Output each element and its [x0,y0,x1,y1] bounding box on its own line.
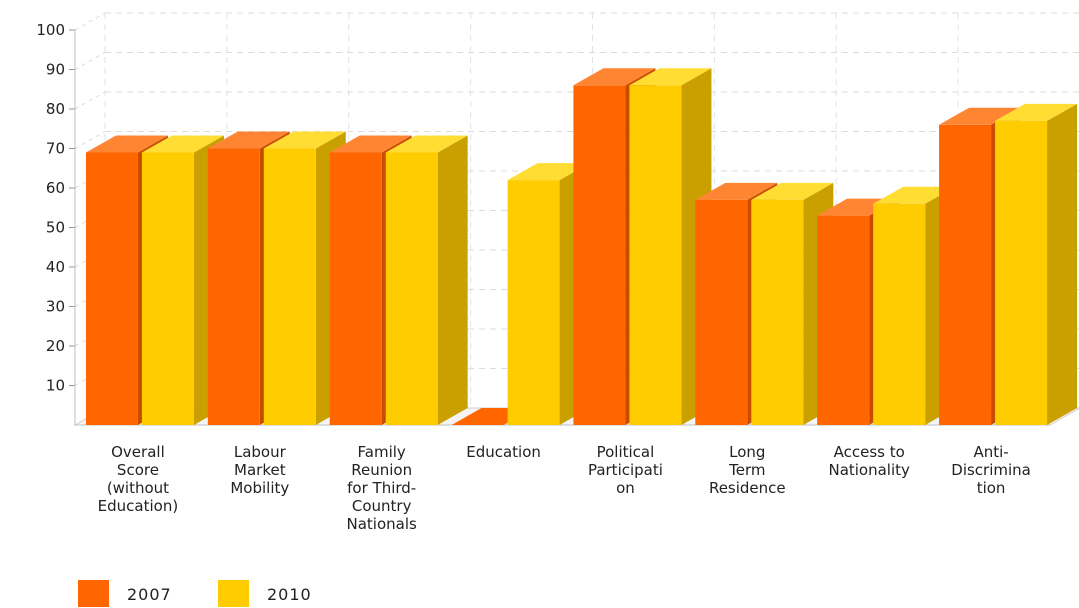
x-tick-label-line: Access to [834,443,905,461]
x-tick-label-line: Long [729,443,765,461]
x-tick-label-line: Reunion [351,461,412,479]
bar-front [207,148,260,425]
y-tick-label: 60 [46,179,65,197]
bar-front [141,152,194,425]
x-tick-label-line: Market [234,461,286,479]
x-tick-label-line: Political [597,443,655,461]
y-tick-label: 70 [46,140,65,158]
bar-front [995,120,1048,425]
gridline-depth [74,131,106,149]
x-tick-label-line: Nationals [347,515,418,533]
x-tick-label: Labour Market Mobility [230,443,289,497]
bar-front [573,85,626,426]
bar-front [695,199,748,425]
bar-top [329,135,412,153]
gridline-depth [74,52,106,70]
x-tick-label-line: Nationality [828,461,910,479]
bar-front [263,148,316,425]
x-tick-label-line: Mobility [230,479,289,497]
x-tick-label-line: Discrimina [951,461,1031,479]
bars [85,68,1078,426]
y-tick-label: 100 [36,21,65,39]
bar-top [695,182,778,200]
x-tick-label-line: (without [107,479,169,497]
legend-label-2010: 2010 [267,585,312,604]
bar-2010 [385,135,468,425]
bar-front [329,152,382,425]
x-tick-label-line: on [616,479,635,497]
x-tick-label-line: Participati [588,461,663,479]
bar-top [85,135,168,153]
bar-top [573,68,656,86]
bar-top [207,131,290,149]
x-tick-label: Family Reunion for Third-Country Nationals [347,443,418,533]
x-tick-label: Long Term Residence [709,443,786,497]
x-tick-label-line: Anti- [973,443,1008,461]
x-tick-label-line: Score [117,461,159,479]
legend-swatch-2010 [218,580,249,607]
gridline-depth [74,91,106,110]
y-tick-label: 40 [46,258,65,276]
bar-top [507,163,590,181]
legend-label-2007: 2007 [127,585,172,604]
bar-side [437,135,468,425]
x-axis-labels: Overall Score (without Education) Labour Mark… [98,443,1031,533]
y-tick-label: 50 [46,219,65,237]
x-tick-label-line: Family [358,443,406,461]
bar-top [263,131,346,149]
x-tick-label-line: Residence [709,479,786,497]
bar-front [385,152,438,425]
bar-front [939,124,992,426]
bar-side [1047,103,1078,425]
x-tick-label-line: Education [466,443,541,461]
bar-top [751,182,834,200]
x-tick-label-line: Labour [234,443,287,461]
gridline-depth [74,12,106,31]
bar-top [385,135,468,153]
x-tick-label-line: Country [352,497,412,515]
legend: 2007 2010 [78,580,312,607]
x-tick-label: Access to Nationality [828,443,910,479]
y-axis-ticks: 10 20 30 40 50 60 70 80 90 100 [36,21,75,395]
bar-top [629,68,712,86]
x-tick-label: Political Participati on [588,443,663,497]
y-tick-label: 10 [46,377,65,395]
bar-front [817,215,870,425]
bar-top [939,107,1022,125]
x-tick-label-line: for Third- [347,479,416,497]
x-tick-label: Anti-Discrimina tion [951,443,1031,497]
bar-front [873,203,926,425]
bar-front [751,199,804,425]
bar-front [507,180,560,425]
bar-top [873,186,956,204]
bar-2010 [995,103,1078,425]
y-tick-label: 20 [46,337,65,355]
bar-front [85,152,138,425]
bar-top [995,103,1078,121]
x-tick-label: Overall Score (without Education) [98,443,179,515]
bar-top [141,135,224,153]
x-tick-label-line: Education) [98,497,179,515]
x-tick-label-line: tion [977,479,1006,497]
y-tick-label: 80 [46,100,65,118]
y-tick-label: 30 [46,298,65,316]
bar-front [629,85,682,426]
x-tick-label: Education [466,443,541,461]
legend-swatch-2007 [78,580,109,607]
x-tick-label-line: Term [728,461,765,479]
y-tick-label: 90 [46,61,65,79]
x-tick-label-line: Overall [111,443,165,461]
